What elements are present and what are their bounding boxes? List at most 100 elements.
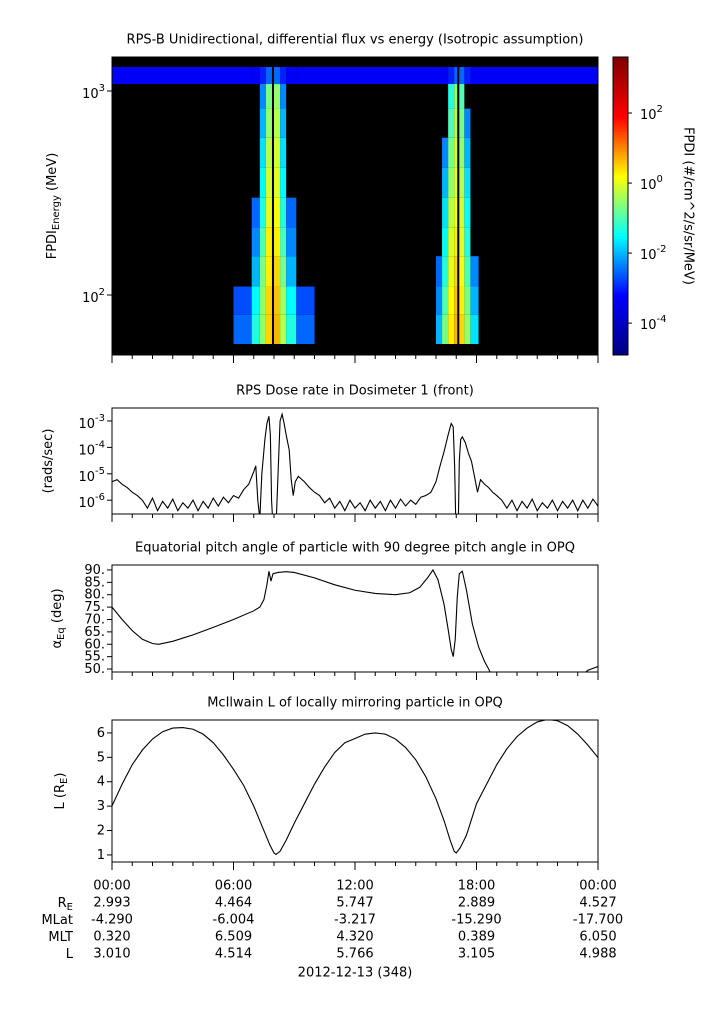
colorbar-strip [613, 156, 628, 160]
colorbar-tick-label: 10-2 [640, 244, 667, 263]
colorbar-strip [613, 203, 628, 207]
y-axis-label: FPDIEnergy (MeV) [45, 153, 63, 260]
ephemeris-label-part: MLT [48, 930, 73, 945]
colorbar-strip [613, 86, 628, 90]
heatmap-cell [448, 227, 455, 257]
ephemeris-value: -3.217 [334, 913, 376, 928]
colorbar-strip [613, 96, 628, 100]
y-axis-label-part: E [59, 778, 70, 784]
colorbar-strip [613, 245, 628, 249]
colorbar-strip [613, 116, 628, 120]
heatmap-cell [280, 314, 287, 345]
heatmap-cell [459, 286, 465, 315]
heatmap-cell [274, 286, 281, 315]
heatmap-cell [286, 227, 297, 257]
heatmap-cell [265, 167, 272, 198]
heatmap-cell [470, 67, 479, 85]
heatmap-cell [274, 84, 281, 109]
colorbar-tick-label: 100 [640, 174, 663, 193]
colorbar-strip [613, 124, 628, 128]
colorbar-strip [613, 131, 628, 135]
y-tick-label: 90. [84, 562, 105, 577]
y-tick-label-part: 85. [84, 575, 105, 590]
colorbar-strip [613, 223, 628, 227]
colorbar-strip [613, 89, 628, 93]
colorbar-strip [613, 206, 628, 209]
colorbar-strip [613, 280, 628, 284]
y-axis-label: αEq (deg) [50, 588, 68, 648]
heatmap-cell [251, 227, 260, 257]
y-tick-label: 10-5 [78, 466, 105, 485]
data-line [112, 412, 598, 514]
y-axis-label-part: α [50, 640, 65, 649]
ephemeris-value: 0.320 [93, 930, 130, 945]
colorbar-strip [613, 61, 628, 65]
colorbar-strip [613, 295, 628, 299]
heatmap-cell [464, 256, 471, 287]
colorbar-strip [613, 81, 628, 85]
colorbar-strip [613, 228, 628, 232]
y-tick-label-part: 5 [97, 750, 105, 765]
colorbar-strip [613, 250, 628, 254]
heatmap-cell [280, 197, 287, 228]
heatmap-cell [442, 256, 449, 287]
heatmap-cell [454, 286, 458, 315]
heatmap-cell [274, 197, 281, 228]
colorbar-strip [613, 173, 628, 177]
heatmap-cell [459, 84, 465, 109]
colorbar-tick-label-part: -2 [657, 244, 667, 255]
heatmap-cell [259, 256, 266, 287]
y-axis-label-part: Energy [51, 195, 62, 230]
heatmap-cell [459, 256, 465, 287]
colorbar-tick-label-part: 10 [640, 318, 657, 333]
colorbar-strip [613, 220, 628, 224]
colorbar-strip [613, 101, 628, 105]
heatmap-cell [233, 314, 252, 345]
ephemeris-label-part: L [66, 947, 74, 962]
heatmap-cell [274, 256, 281, 287]
heatmap-cell [259, 314, 266, 345]
heatmap-cell [296, 286, 315, 315]
colorbar-strip [613, 315, 628, 319]
y-tick-label-part: 10 [78, 469, 95, 484]
colorbar-strip [613, 71, 628, 75]
colorbar-strip [613, 153, 628, 157]
colorbar-strip [613, 208, 628, 212]
ephemeris-label-part: R [58, 896, 67, 911]
heatmap-cell [454, 227, 458, 257]
heatmap-cell [470, 256, 479, 287]
colorbar-strip [613, 99, 628, 103]
heatmap-cell [478, 67, 598, 85]
colorbar-strip [613, 213, 628, 217]
y-tick-label-part: -3 [95, 413, 105, 424]
y-tick-label: 60. [84, 637, 105, 652]
x-tick-label: 18:00 [458, 879, 495, 894]
y-tick-label: 75. [84, 600, 105, 615]
heatmap-cell [464, 227, 471, 257]
heatmap-cell [259, 84, 266, 109]
colorbar-strip [613, 225, 628, 229]
heatmap-cell [464, 314, 471, 345]
data-line [112, 720, 598, 856]
y-tick-label-part: 3 [99, 83, 105, 94]
colorbar-strip [613, 119, 628, 123]
colorbar-strip [613, 121, 628, 125]
colorbar-strip [613, 178, 628, 182]
y-tick-label: 10-6 [78, 492, 105, 511]
heatmap-cell [274, 167, 281, 198]
colorbar-strip [613, 109, 628, 113]
colorbar-strip [613, 337, 628, 341]
ephemeris-value: 6.050 [579, 930, 616, 945]
colorbar-strip [613, 94, 628, 98]
colorbar-strip [613, 79, 628, 83]
heatmap-cell [265, 108, 272, 138]
heatmap-cell [459, 314, 465, 345]
heatmap-cell [448, 197, 455, 228]
colorbar-tick-label: 102 [640, 104, 663, 123]
y-axis-label-part: (deg) [50, 588, 65, 627]
heatmap-cell [280, 167, 287, 198]
heatmap-cell [259, 108, 266, 138]
colorbar-frame [612, 56, 629, 356]
heatmap-cell [448, 84, 455, 109]
